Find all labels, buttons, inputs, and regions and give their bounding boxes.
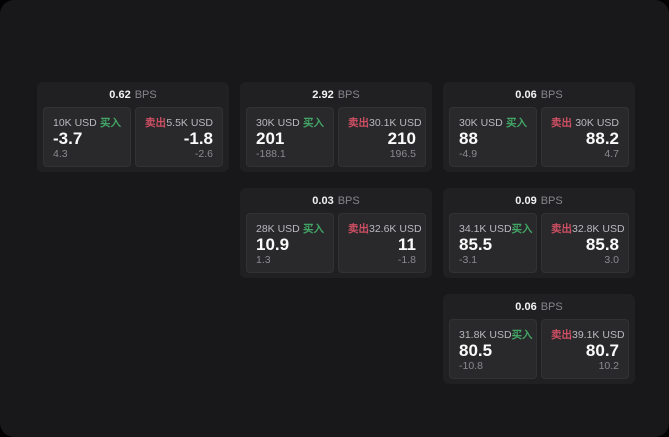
buy-price: 10.9 bbox=[256, 235, 290, 254]
sell-sub-value: 3.0 bbox=[604, 254, 619, 266]
quote-panels: 30K USD 买入 201 -188.1 卖出 30.1K USD 210 1… bbox=[246, 107, 426, 167]
quote-panels: 31.8K USD 买入 80.5 -10.8 卖出 39.1K USD 80.… bbox=[449, 319, 629, 379]
sell-sub-value: -1.8 bbox=[397, 254, 416, 266]
buy-side-label: 买入 bbox=[303, 223, 324, 235]
buy-size: 34.1K USD bbox=[459, 223, 512, 235]
sell-side-label: 卖出 bbox=[551, 329, 572, 341]
buy-side-label: 买入 bbox=[511, 223, 533, 235]
buy-panel[interactable]: 30K USD 买入 201 -188.1 bbox=[246, 107, 334, 167]
sell-panel[interactable]: 卖出 30K USD 88.2 4.7 bbox=[541, 107, 629, 167]
buy-sub-value: 4.3 bbox=[53, 148, 68, 160]
sell-side-label: 卖出 bbox=[348, 117, 369, 129]
buy-side-label: 买入 bbox=[100, 117, 121, 129]
buy-panel[interactable]: 28K USD 买入 10.9 1.3 bbox=[246, 213, 334, 273]
buy-panel[interactable]: 34.1K USD 买入 85.5 -3.1 bbox=[449, 213, 537, 273]
buy-panel[interactable]: 31.8K USD 买入 80.5 -10.8 bbox=[449, 319, 537, 379]
quote-panels: 28K USD 买入 10.9 1.3 卖出 32.6K USD 11 -1.8 bbox=[246, 213, 426, 273]
quote-panels: 30K USD 买入 88 -4.9 卖出 30K USD 88.2 4.7 bbox=[449, 107, 629, 167]
spread-unit: BPS bbox=[540, 89, 563, 101]
sell-size: 30K USD bbox=[575, 117, 619, 129]
spread-value: 0.62 bbox=[109, 89, 131, 101]
buy-panel[interactable]: 10K USD 买入 -3.7 4.3 bbox=[43, 107, 131, 167]
buy-size: 30K USD bbox=[459, 117, 503, 129]
quote-panels: 10K USD 买入 -3.7 4.3 卖出 5.5K USD -1.8 -2.… bbox=[43, 107, 223, 167]
sell-panel[interactable]: 卖出 32.6K USD 11 -1.8 bbox=[338, 213, 426, 273]
sell-sub-value: -2.6 bbox=[194, 148, 213, 160]
sell-panel[interactable]: 卖出 39.1K USD 80.7 10.2 bbox=[541, 319, 629, 379]
sell-side-label: 卖出 bbox=[551, 117, 572, 129]
buy-sub-value: 1.3 bbox=[256, 254, 271, 266]
sell-side-label: 卖出 bbox=[348, 223, 369, 235]
quote-card: 0.06 BPS 30K USD 买入 88 -4.9 卖出 30K USD bbox=[443, 82, 635, 172]
sell-price: 210 bbox=[387, 129, 416, 148]
buy-side-label: 买入 bbox=[303, 117, 324, 129]
buy-price: 85.5 bbox=[459, 235, 493, 254]
sell-side-label: 卖出 bbox=[145, 117, 166, 129]
quote-card: 0.03 BPS 28K USD 买入 10.9 1.3 卖出 32.6K US… bbox=[240, 188, 432, 278]
sell-sub-value: 4.7 bbox=[604, 148, 619, 160]
buy-price: 201 bbox=[256, 129, 285, 148]
sell-size: 39.1K USD bbox=[572, 329, 625, 341]
sell-panel[interactable]: 卖出 30.1K USD 210 196.5 bbox=[338, 107, 426, 167]
sell-size: 30.1K USD bbox=[369, 117, 422, 129]
buy-side-label: 买入 bbox=[506, 117, 527, 129]
sell-sub-value: 10.2 bbox=[598, 360, 619, 372]
quote-card: 0.09 BPS 34.1K USD 买入 85.5 -3.1 卖出 32.8K… bbox=[443, 188, 635, 278]
sell-price: 88.2 bbox=[585, 129, 619, 148]
buy-price: 80.5 bbox=[459, 341, 493, 360]
quote-card-grid: 0.62 BPS 10K USD 买入 -3.7 4.3 卖出 5.5K USD bbox=[37, 82, 635, 384]
buy-size: 31.8K USD bbox=[459, 329, 512, 341]
sell-price: 11 bbox=[398, 235, 416, 254]
buy-sub-value: -188.1 bbox=[256, 148, 286, 160]
spread-value: 0.06 bbox=[515, 301, 537, 313]
sell-size: 5.5K USD bbox=[166, 117, 213, 129]
quote-card: 2.92 BPS 30K USD 买入 201 -188.1 卖出 30.1K … bbox=[240, 82, 432, 172]
sell-size: 32.8K USD bbox=[572, 223, 625, 235]
spread-value: 0.06 bbox=[515, 89, 537, 101]
buy-panel[interactable]: 30K USD 买入 88 -4.9 bbox=[449, 107, 537, 167]
sell-sub-value: 196.5 bbox=[389, 148, 416, 160]
spread-header: 0.03 BPS bbox=[246, 193, 426, 210]
buy-size: 28K USD bbox=[256, 223, 300, 235]
buy-price: 88 bbox=[459, 129, 478, 148]
sell-side-label: 卖出 bbox=[551, 223, 572, 235]
quote-card: 0.62 BPS 10K USD 买入 -3.7 4.3 卖出 5.5K USD bbox=[37, 82, 229, 172]
sell-price: -1.8 bbox=[183, 129, 213, 148]
quote-card: 0.06 BPS 31.8K USD 买入 80.5 -10.8 卖出 39.1… bbox=[443, 294, 635, 384]
buy-size: 30K USD bbox=[256, 117, 300, 129]
spread-header: 0.06 BPS bbox=[449, 87, 629, 104]
spread-unit: BPS bbox=[337, 195, 360, 207]
buy-size: 10K USD bbox=[53, 117, 97, 129]
spread-unit: BPS bbox=[540, 195, 563, 207]
buy-sub-value: -10.8 bbox=[459, 360, 483, 372]
spread-value: 0.03 bbox=[312, 195, 334, 207]
sell-size: 32.6K USD bbox=[369, 223, 422, 235]
spread-unit: BPS bbox=[540, 301, 563, 313]
spread-header: 2.92 BPS bbox=[246, 87, 426, 104]
sell-price: 85.8 bbox=[585, 235, 619, 254]
spread-header: 0.09 BPS bbox=[449, 193, 629, 210]
spread-value: 0.09 bbox=[515, 195, 537, 207]
spread-header: 0.06 BPS bbox=[449, 299, 629, 316]
spread-unit: BPS bbox=[134, 89, 157, 101]
buy-price: -3.7 bbox=[53, 129, 83, 148]
spread-value: 2.92 bbox=[312, 89, 334, 101]
quote-panels: 34.1K USD 买入 85.5 -3.1 卖出 32.8K USD 85.8… bbox=[449, 213, 629, 273]
spread-header: 0.62 BPS bbox=[43, 87, 223, 104]
sell-panel[interactable]: 卖出 5.5K USD -1.8 -2.6 bbox=[135, 107, 223, 167]
buy-sub-value: -3.1 bbox=[459, 254, 478, 266]
sell-panel[interactable]: 卖出 32.8K USD 85.8 3.0 bbox=[541, 213, 629, 273]
buy-sub-value: -4.9 bbox=[459, 148, 478, 160]
buy-side-label: 买入 bbox=[511, 329, 533, 341]
sell-price: 80.7 bbox=[585, 341, 619, 360]
spread-unit: BPS bbox=[337, 89, 360, 101]
